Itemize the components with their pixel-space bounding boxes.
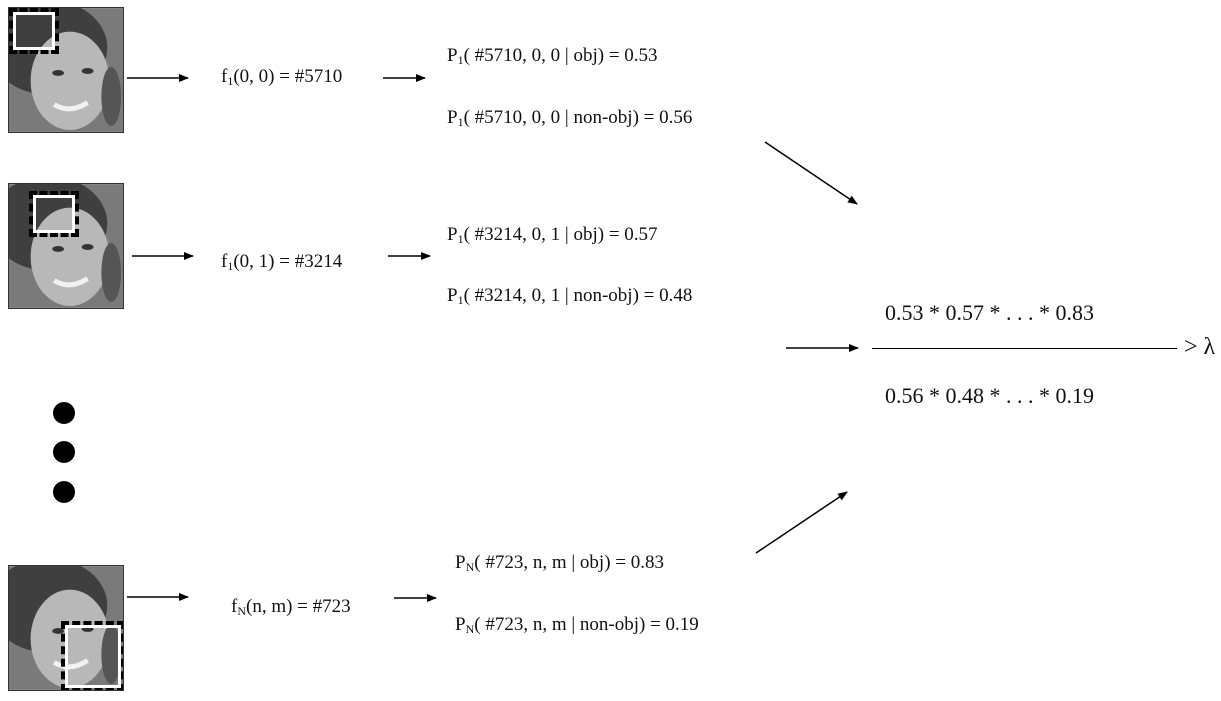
ratio-numerator: 0.53 * 0.57 * . . . * 0.83 [885, 300, 1094, 325]
face-portrait-graphic [9, 184, 123, 308]
prob-obj-2: P1( #3214, 0, 1 | obj) = 0.57 [447, 224, 658, 246]
ellipsis-dot [53, 402, 75, 424]
feature-label-2: f1(0, 1) = #3214 [221, 251, 343, 273]
feature-label-1: f1(0, 0) = #5710 [221, 66, 343, 88]
ratio-denominator: 0.56 * 0.48 * . . . * 0.19 [885, 383, 1094, 408]
arrow-row1-to-ratio [764, 141, 858, 205]
prob-obj-3: PN( #723, n, m | obj) = 0.83 [455, 552, 664, 574]
ellipsis-dot [53, 441, 75, 463]
prob-nonobj-2: P1( #3214, 0, 1 | non-obj) = 0.48 [447, 285, 693, 307]
prob-nonobj-3: PN( #723, n, m | non-obj) = 0.19 [455, 614, 699, 636]
face-image-2 [8, 183, 124, 309]
face-image-3 [8, 565, 124, 691]
feature-label-3: fN(n, m) = #723 [231, 596, 351, 618]
scan-window [9, 8, 59, 54]
scan-window [29, 191, 79, 237]
prob-nonobj-1: P1( #5710, 0, 0 | non-obj) = 0.56 [447, 107, 693, 129]
face-portrait-graphic [9, 566, 123, 690]
face-image-1 [8, 7, 124, 133]
scan-window [61, 621, 123, 690]
threshold-comparison: > λ [1184, 334, 1216, 360]
prob-obj-1: P1( #5710, 0, 0 | obj) = 0.53 [447, 45, 658, 67]
ellipsis-dot [53, 481, 75, 503]
fraction-bar [872, 348, 1177, 349]
arrow-row3-to-ratio [755, 491, 848, 554]
